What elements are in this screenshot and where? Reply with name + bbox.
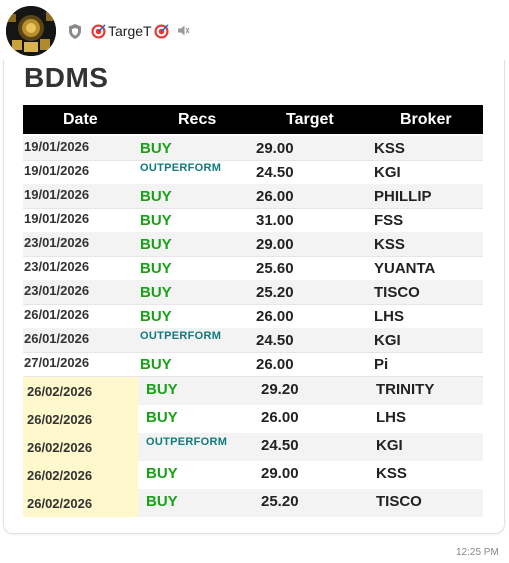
column-header-recs: Recs [178, 111, 217, 128]
broker-cell: TRINITY [376, 381, 435, 398]
table-row: 19/01/2026 BUY 31.00 FSS [23, 208, 483, 233]
date-cell: 26/02/2026 [27, 412, 93, 427]
broker-cell: KSS [374, 236, 405, 253]
date-cell: 23/01/2026 [24, 259, 90, 274]
message-title: BDMS [24, 62, 109, 93]
table-row: 26/02/2026 BUY 25.20 TISCO [23, 489, 483, 517]
table-row: 26/02/2026 OUTPERFORM 24.50 KGI [23, 433, 483, 461]
broker-cell: KGI [374, 332, 401, 349]
table-row: 23/01/2026 BUY 25.60 YUANTA [23, 256, 483, 281]
date-cell: 26/01/2026 [24, 331, 90, 346]
rec-cell: BUY [140, 260, 172, 277]
table-row: 19/01/2026 BUY 29.00 KSS [23, 136, 483, 161]
date-cell: 26/01/2026 [24, 307, 90, 322]
shield-icon [69, 24, 81, 39]
table-row: 26/02/2026 BUY 26.00 LHS [23, 405, 483, 433]
target-cell: 29.00 [256, 140, 294, 157]
target-cell: 31.00 [256, 212, 294, 229]
date-cell: 19/01/2026 [24, 163, 90, 178]
table-row: 23/01/2026 BUY 29.00 KSS [23, 232, 483, 257]
target-cell: 25.60 [256, 260, 294, 277]
target-cell: 25.20 [256, 284, 294, 301]
broker-cell: FSS [374, 212, 404, 229]
broker-cell: TISCO [376, 493, 422, 510]
target-cell: 24.50 [261, 437, 299, 454]
broker-cell: YUANTA [374, 260, 436, 277]
table-row: 26/02/2026 BUY 29.20 TRINITY [23, 377, 483, 405]
target-cell: 29.00 [261, 465, 299, 482]
broker-cell: KSS [376, 465, 407, 482]
date-cell: 26/02/2026 [27, 440, 93, 455]
broker-cell: Pi [374, 356, 389, 373]
date-cell-highlight [23, 377, 138, 405]
column-header-target: Target [286, 111, 334, 128]
target-cell: 24.50 [256, 164, 294, 181]
date-cell: 23/01/2026 [24, 235, 90, 250]
rec-cell: BUY [140, 212, 172, 229]
sender-avatar[interactable] [6, 6, 56, 56]
date-cell: 19/01/2026 [24, 139, 90, 154]
rec-cell: BUY [140, 308, 172, 325]
table-row: 26/01/2026 BUY 26.00 LHS [23, 304, 483, 329]
sender-name-text: TargeT [108, 23, 152, 39]
message-header: TargeT [0, 0, 509, 62]
sender-name[interactable]: TargeT [91, 21, 169, 41]
table-row: 27/01/2026 BUY 26.00 Pi [23, 352, 483, 377]
table-row: 19/01/2026 OUTPERFORM 24.50 KGI [23, 160, 483, 185]
column-header-broker: Broker [400, 111, 452, 128]
target-cell: 26.00 [256, 308, 294, 325]
broker-cell: TISCO [374, 284, 420, 301]
broker-cell: PHILLIP [374, 188, 432, 205]
date-cell-highlight [23, 461, 138, 489]
date-cell: 19/01/2026 [24, 211, 90, 226]
rec-cell: BUY [146, 493, 178, 510]
target-cell: 26.00 [261, 409, 299, 426]
broker-cell: KGI [376, 437, 403, 454]
rec-cell: BUY [140, 188, 172, 205]
rec-cell: BUY [146, 465, 178, 482]
date-cell-highlight [23, 433, 138, 461]
target-cell: 29.20 [261, 381, 299, 398]
broker-cell: KGI [374, 164, 401, 181]
rec-cell: BUY [140, 284, 172, 301]
date-cell: 23/01/2026 [24, 283, 90, 298]
date-cell-highlight [23, 405, 138, 433]
target-cell: 29.00 [256, 236, 294, 253]
date-cell: 26/02/2026 [27, 468, 93, 483]
target-emoji-icon [154, 23, 169, 39]
gold-dartboard-icon [6, 6, 56, 56]
table-row: 26/02/2026 BUY 29.00 KSS [23, 461, 483, 489]
rec-cell: BUY [146, 381, 178, 398]
date-cell: 26/02/2026 [27, 496, 93, 511]
rec-cell: OUTPERFORM [146, 436, 228, 448]
target-cell: 26.00 [256, 188, 294, 205]
date-cell: 26/02/2026 [27, 384, 93, 399]
rec-cell: OUTPERFORM [140, 330, 222, 342]
table-row: 19/01/2026 BUY 26.00 PHILLIP [23, 184, 483, 209]
column-header-date: Date [63, 111, 98, 128]
rec-cell: BUY [140, 356, 172, 373]
target-cell: 24.50 [256, 332, 294, 349]
message-timestamp: 12:25 PM [456, 547, 499, 558]
target-cell: 25.20 [261, 493, 299, 510]
speaker-muted-icon[interactable] [177, 24, 190, 37]
broker-cell: KSS [374, 140, 405, 157]
table-row: 23/01/2026 BUY 25.20 TISCO [23, 280, 483, 305]
table-row: 26/01/2026 OUTPERFORM 24.50 KGI [23, 328, 483, 353]
target-emoji-icon [91, 23, 106, 39]
date-cell-highlight [23, 489, 138, 517]
broker-cell: LHS [376, 409, 406, 426]
date-cell: 19/01/2026 [24, 187, 90, 202]
target-cell: 26.00 [256, 356, 294, 373]
rec-cell: BUY [140, 140, 172, 157]
rec-cell: BUY [140, 236, 172, 253]
rec-cell: OUTPERFORM [140, 162, 222, 174]
broker-cell: LHS [374, 308, 404, 325]
rec-cell: BUY [146, 409, 178, 426]
table-header: Date Recs Target Broker [23, 105, 483, 134]
date-cell: 27/01/2026 [24, 355, 90, 370]
